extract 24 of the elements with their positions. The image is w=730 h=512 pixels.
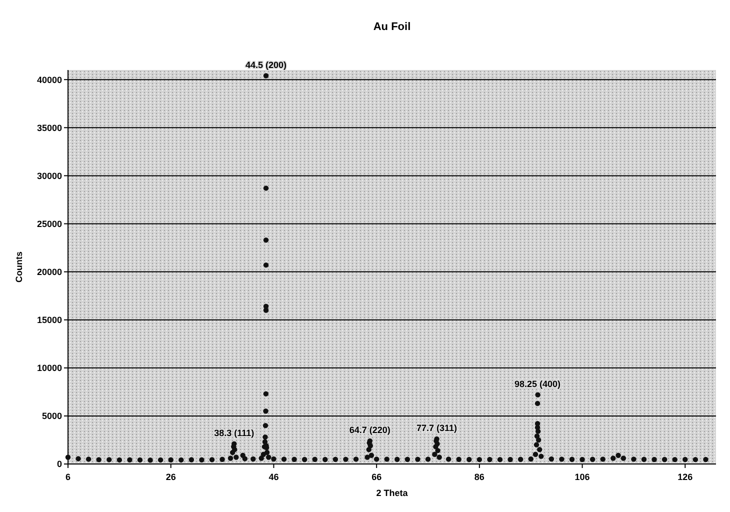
y-tick-label: 15000 <box>36 315 62 326</box>
annotation: 64.7 (220) <box>349 424 390 435</box>
x-tick-label: 126 <box>678 472 693 482</box>
y-tick-label: 35000 <box>36 122 62 133</box>
y-tick-label: 40000 <box>36 74 62 85</box>
x-tick-label: 106 <box>574 472 590 482</box>
chart-title: Au Foil <box>373 21 411 33</box>
annotation: 98.25 (400) <box>514 378 561 389</box>
y-tick-label: 20000 <box>36 266 62 277</box>
y-tick-label: 5000 <box>42 411 62 422</box>
y-tick-label: 10000 <box>36 363 62 374</box>
y-tick-label: 30000 <box>36 170 62 181</box>
annotation: 38.3 (111) <box>214 428 254 438</box>
annotation: 44.5 (200) <box>245 60 287 70</box>
x-tick-label: 26 <box>166 472 176 482</box>
annotation: 77.7 (311) <box>416 423 458 434</box>
x-tick-label: 86 <box>474 472 484 482</box>
x-tick-label: 46 <box>268 472 279 482</box>
y-tick-label: 0 <box>56 459 62 470</box>
x-axis-title: 2 Theta <box>376 488 409 498</box>
y-tick-label: 25000 <box>36 218 62 229</box>
x-tick-label: 6 <box>65 472 71 482</box>
y-axis-title: Counts <box>14 252 24 282</box>
x-tick-label: 66 <box>372 472 382 482</box>
